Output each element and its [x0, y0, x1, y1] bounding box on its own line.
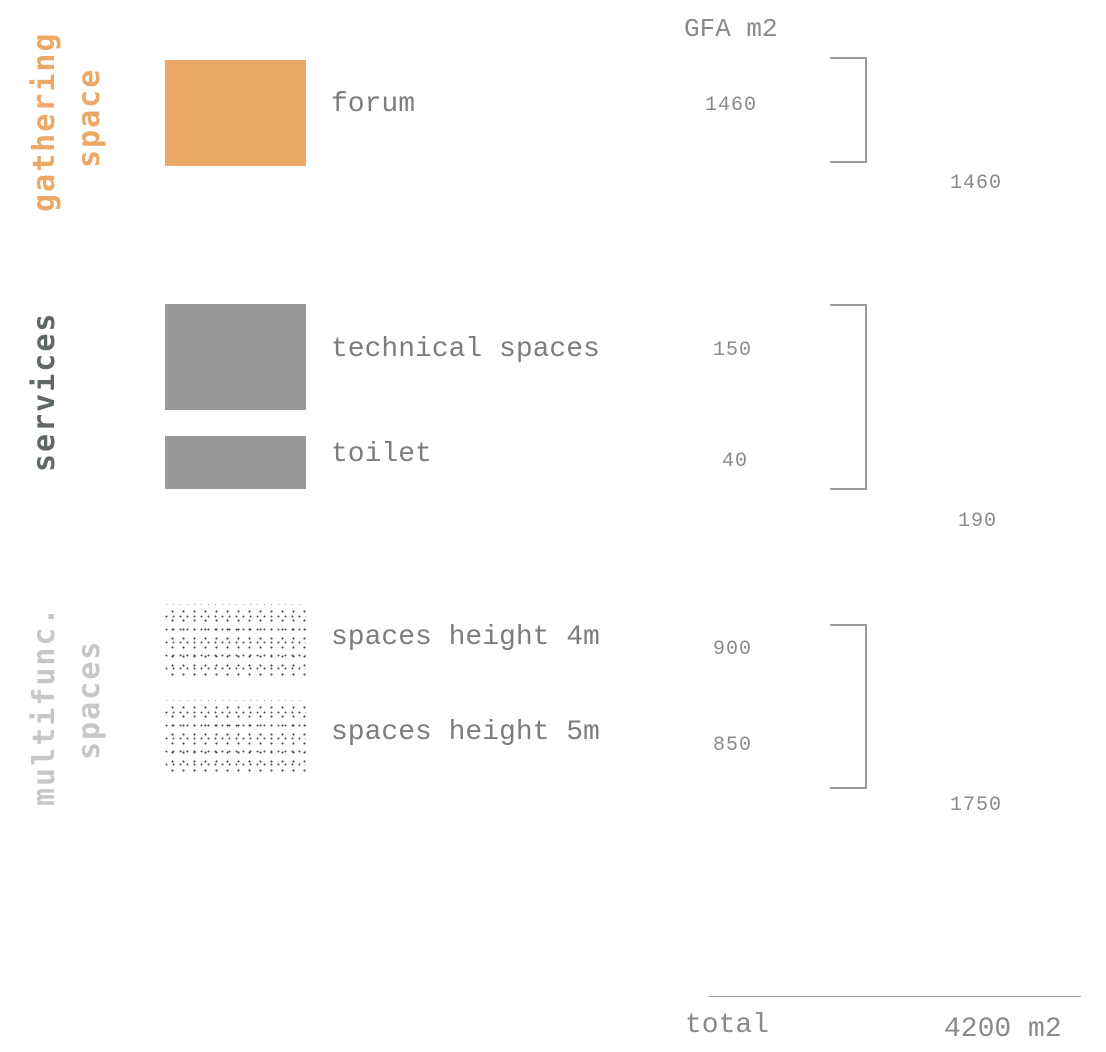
group-label-gathering-line2: space	[72, 67, 107, 168]
subtotal-multifunc: 1750	[950, 794, 1003, 817]
item-label-forum: forum	[331, 89, 416, 120]
group-bracket-services	[830, 304, 867, 490]
total-label: total	[685, 1010, 770, 1041]
item-value-spaces-4m: 900	[713, 638, 753, 661]
group-label-gathering-line1: gathering	[27, 31, 62, 212]
total-divider	[709, 996, 1081, 997]
item-value-spaces-5m: 850	[713, 734, 753, 757]
item-label-spaces-5m: spaces height 5m	[331, 717, 600, 748]
item-value-technical-spaces: 150	[713, 339, 753, 362]
subtotal-services: 190	[958, 510, 998, 533]
forum-swatch	[165, 60, 306, 166]
group-bracket-multifunc	[830, 624, 867, 789]
subtotal-gathering: 1460	[950, 172, 1003, 195]
total-value: 4200 m2	[944, 1014, 1062, 1045]
group-label-multifunc-line1: multifunc.	[27, 605, 62, 806]
item-label-toilet: toilet	[331, 439, 432, 470]
item-label-technical-spaces: technical spaces	[331, 334, 600, 365]
group-label-services: services	[27, 311, 62, 473]
group-bracket-gathering	[830, 57, 867, 163]
technical-spaces-swatch	[165, 304, 306, 410]
spaces-5m-swatch	[165, 700, 306, 774]
group-label-multifunc-line2: spaces	[72, 639, 107, 760]
item-value-toilet: 40	[722, 450, 749, 473]
item-value-forum: 1460	[705, 94, 758, 117]
toilet-swatch	[165, 436, 306, 489]
item-label-spaces-4m: spaces height 4m	[331, 622, 600, 653]
spaces-4m-swatch	[165, 604, 306, 678]
gfa-header: GFA m2	[684, 14, 778, 44]
